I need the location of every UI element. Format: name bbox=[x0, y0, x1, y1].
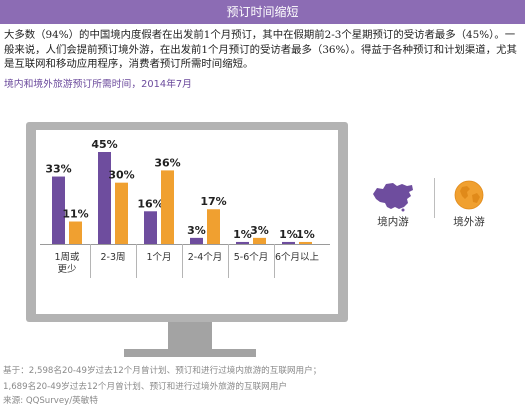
china-map-icon bbox=[373, 183, 413, 212]
category-label: 1个月 bbox=[146, 252, 171, 263]
bar-outbound bbox=[299, 241, 312, 244]
category-label: 5-6个月 bbox=[234, 252, 269, 263]
category-label: 2-4个月 bbox=[188, 252, 223, 263]
bar-domestic bbox=[236, 241, 249, 244]
globe-icon bbox=[454, 180, 484, 210]
bar-outbound bbox=[161, 170, 174, 244]
footnote-outbound: 1,689名20-49岁过去12个月曾计划、预订和进行过境外旅游的互联网用户 bbox=[3, 382, 287, 392]
bar-outbound bbox=[253, 237, 266, 244]
bar-domestic bbox=[144, 211, 157, 244]
bar-chart: 33% 11% 1周或更少 45% 30% 2-3周 16% 36% 1个月 3% 17% 2-4个月… bbox=[40, 138, 330, 278]
monitor-screen: 33% 11% 1周或更少 45% 30% 2-3周 16% 36% 1个月 3% 17% 2-4个月… bbox=[36, 130, 338, 314]
data-label: 36% bbox=[154, 156, 180, 169]
data-label: 3% bbox=[187, 224, 206, 237]
category-label: 2-3周 bbox=[100, 252, 125, 263]
footnote-source: 来源: QQSurvey/英敏特 bbox=[3, 396, 98, 406]
category-label: 6个月以上 bbox=[275, 252, 320, 263]
bar-outbound bbox=[69, 221, 82, 244]
data-label: 16% bbox=[137, 197, 163, 210]
bar-outbound bbox=[115, 182, 128, 244]
data-label: 45% bbox=[91, 138, 117, 151]
legend-label-domestic: 境内游 bbox=[377, 216, 409, 228]
data-label: 1% bbox=[233, 228, 252, 241]
bar-domestic bbox=[282, 241, 295, 244]
bar-domestic bbox=[98, 152, 111, 244]
monitor-stand-base bbox=[124, 349, 256, 357]
data-label: 3% bbox=[250, 224, 269, 237]
monitor-frame: 33% 11% 1周或更少 45% 30% 2-3周 16% 36% 1个月 3% 17% 2-4个月… bbox=[26, 122, 348, 322]
monitor-stand-neck bbox=[168, 322, 212, 350]
legend-divider bbox=[434, 178, 435, 218]
bar-outbound bbox=[207, 209, 220, 244]
bar-domestic bbox=[52, 176, 65, 244]
data-label: 17% bbox=[200, 195, 226, 208]
chart-title: 境内和境外旅游预订所需时间，2014年7月 bbox=[4, 79, 192, 90]
data-label: 1% bbox=[279, 228, 298, 241]
category-label: 1周或更少 bbox=[54, 251, 80, 275]
data-label: 11% bbox=[62, 208, 88, 221]
bar-domestic bbox=[190, 237, 203, 244]
page-title: 预订时间缩短 bbox=[0, 0, 525, 24]
data-label: 1% bbox=[296, 228, 315, 241]
footnote-domestic: 基于：2,598名20-49岁过去12个月曾计划、预订和进行过境内旅游的互联网用… bbox=[3, 366, 322, 376]
data-label: 33% bbox=[45, 163, 71, 176]
data-label: 30% bbox=[108, 169, 134, 182]
intro-paragraph: 大多数（94%）的中国境内度假者在出发前1个月预订，其中在假期前2-3个星期预订… bbox=[4, 29, 517, 71]
legend-label-outbound: 境外游 bbox=[453, 216, 485, 228]
